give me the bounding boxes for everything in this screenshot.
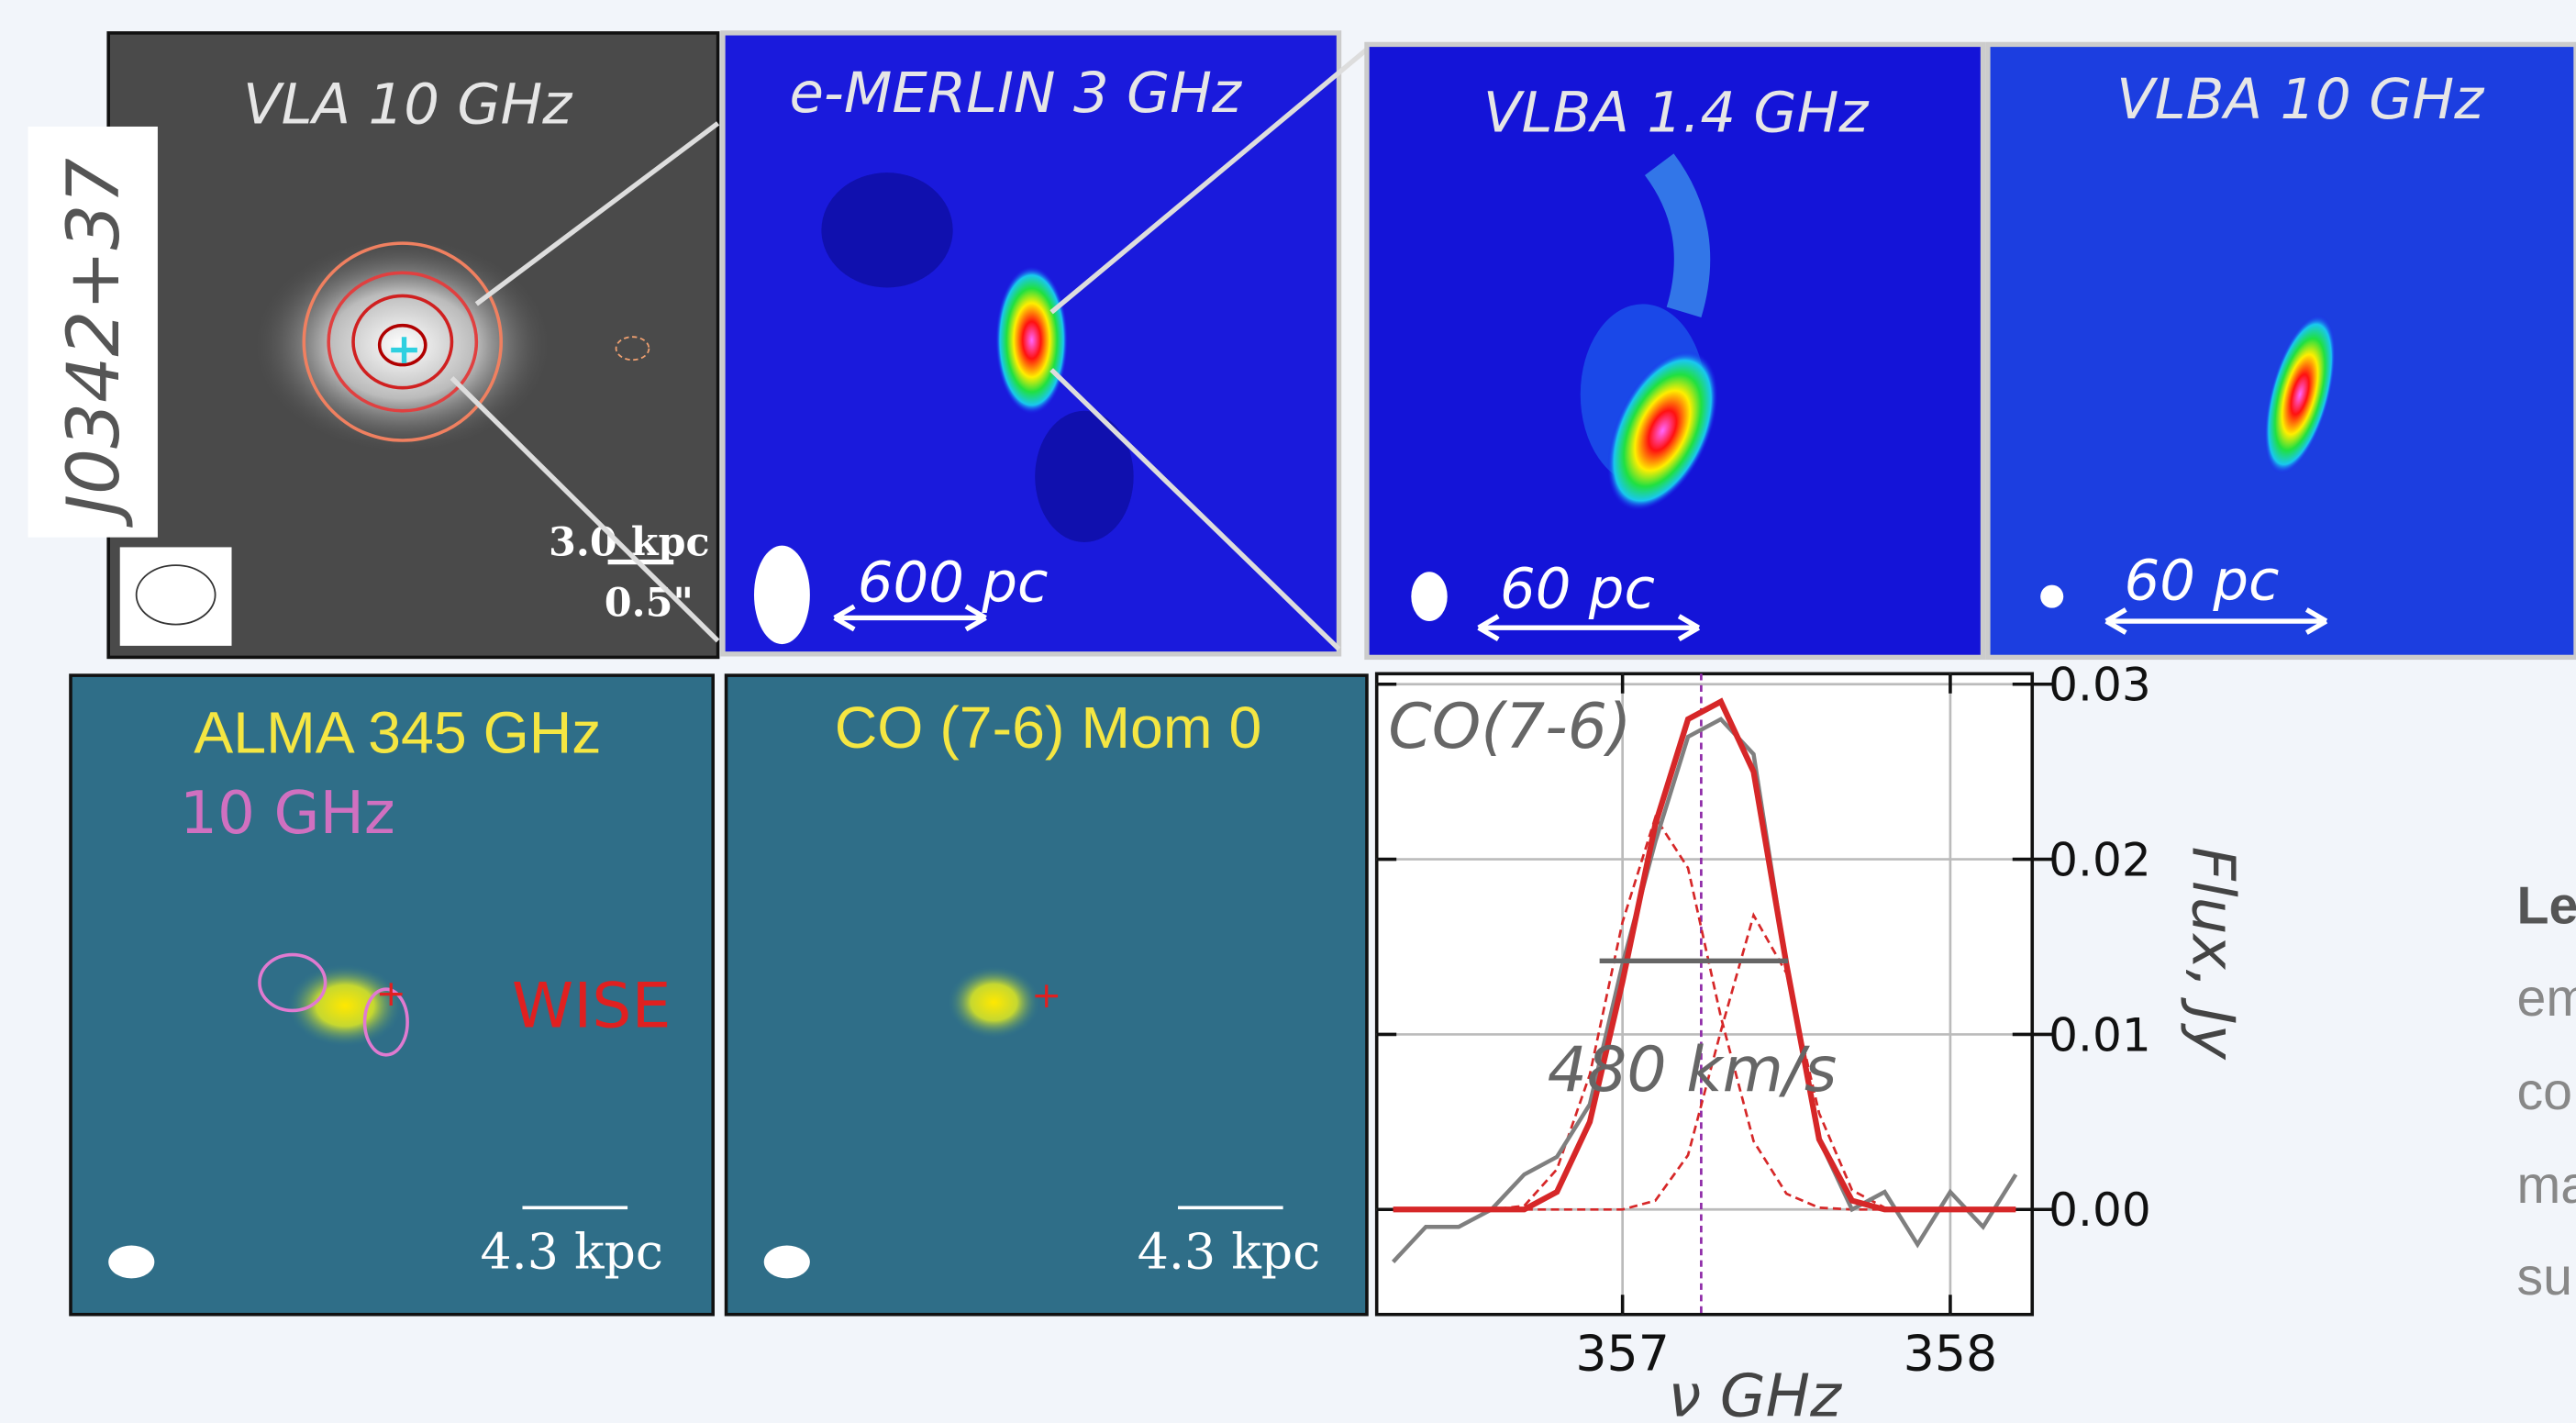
panel-title: CO (7-6) Mom 0 [835, 695, 1262, 761]
y-tick-label: 0.02 [2049, 832, 2151, 886]
y-tick-label: 0.03 [2049, 658, 2151, 712]
y-tick-label: 0.00 [2049, 1183, 2151, 1237]
scale-label: 3.0 kpc [549, 519, 710, 565]
side-text-line: em [2517, 969, 2576, 1028]
svg-text:+: + [1031, 974, 1061, 1017]
chart-title: CO(7-6) [1388, 691, 1631, 763]
figure: VLA 10 GHz 3.0 kpc 0.5" J0342+37 e-MERLI… [0, 0, 2576, 1423]
source-label: J0342+37 [51, 158, 136, 528]
vla-panel: VLA 10 GHz 3.0 kpc 0.5" [108, 33, 717, 658]
panel-title: e-MERLIN 3 GHz [789, 61, 1242, 126]
vlba-low-panel: VLBA 1.4 GHz 60 pc [1367, 44, 1983, 657]
x-tick-label: 357 [1575, 1325, 1670, 1383]
scale-label: 4.3 kpc [480, 1223, 663, 1281]
panel-title: ALMA 345 GHz [194, 699, 601, 765]
panel-title: VLBA 1.4 GHz [1483, 80, 1870, 145]
x-tick-label: 358 [1904, 1325, 1998, 1383]
y-tick-label: 0.01 [2049, 1007, 2151, 1062]
side-text-line: su [2517, 1248, 2573, 1306]
side-text-line: Le [2517, 877, 2576, 936]
scale-label: 4.3 kpc [1138, 1223, 1321, 1281]
svg-text:+: + [376, 973, 406, 1015]
wise-label: WISE [512, 970, 672, 1042]
scale-label: 60 pc [1500, 557, 1655, 622]
vlba-high-panel: VLBA 10 GHz 60 pc [1988, 44, 2576, 657]
x-axis-label: ν GHz [1668, 1362, 1842, 1423]
scale-label: 60 pc [2125, 549, 2280, 614]
alma-panel: + ALMA 345 GHz 10 GHz WISE 4.3 kpc [71, 675, 713, 1315]
scale-label: 600 pc [858, 550, 1049, 616]
panel-title: VLA 10 GHz [243, 72, 573, 137]
side-text-line: ma [2517, 1156, 2576, 1215]
y-axis-label: Flux, Jy [2179, 847, 2248, 1061]
co-panel: + CO (7-6) Mom 0 4.3 kpc [727, 675, 1367, 1315]
fwhm-label: 480 km/s [1548, 1034, 1838, 1106]
contour-label: 10 GHz [180, 779, 395, 848]
panel-title: VLBA 10 GHz [2116, 67, 2485, 132]
side-text-line: co [2517, 1062, 2573, 1121]
